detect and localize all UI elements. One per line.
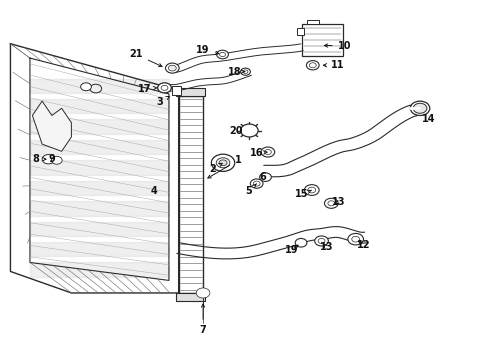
Text: 3: 3 xyxy=(156,96,169,107)
Bar xyxy=(306,20,319,24)
Circle shape xyxy=(243,70,247,73)
Bar xyxy=(172,86,181,95)
Text: 19: 19 xyxy=(196,45,219,55)
Text: 8: 8 xyxy=(32,154,46,164)
Circle shape xyxy=(261,147,274,157)
Circle shape xyxy=(51,156,62,164)
Circle shape xyxy=(42,154,55,164)
Circle shape xyxy=(307,187,315,193)
Circle shape xyxy=(259,173,271,181)
Text: 10: 10 xyxy=(324,41,350,50)
Circle shape xyxy=(240,68,250,75)
Text: 18: 18 xyxy=(227,67,244,77)
Polygon shape xyxy=(32,101,71,151)
Circle shape xyxy=(200,291,205,295)
Circle shape xyxy=(219,160,226,166)
Bar xyxy=(176,293,205,301)
Circle shape xyxy=(81,83,91,91)
Text: 5: 5 xyxy=(244,184,256,197)
Text: 12: 12 xyxy=(357,240,370,250)
Circle shape xyxy=(347,233,363,245)
Circle shape xyxy=(318,238,325,243)
Circle shape xyxy=(216,50,228,59)
Text: 21: 21 xyxy=(129,49,162,67)
Text: 4: 4 xyxy=(151,186,157,197)
Text: 14: 14 xyxy=(421,114,435,124)
Circle shape xyxy=(198,289,207,297)
Circle shape xyxy=(240,124,258,137)
Text: 16: 16 xyxy=(250,148,266,158)
Circle shape xyxy=(250,179,263,188)
Text: 1: 1 xyxy=(207,155,241,178)
Text: 7: 7 xyxy=(199,304,206,335)
Text: 19: 19 xyxy=(285,245,298,255)
Circle shape xyxy=(161,85,167,90)
Polygon shape xyxy=(178,96,203,293)
Text: 15: 15 xyxy=(295,189,311,199)
Circle shape xyxy=(165,63,179,73)
Circle shape xyxy=(211,154,234,171)
Text: 9: 9 xyxy=(48,154,55,164)
Circle shape xyxy=(409,101,429,116)
Text: 20: 20 xyxy=(228,126,242,135)
Circle shape xyxy=(253,181,260,186)
Circle shape xyxy=(412,103,426,113)
Circle shape xyxy=(90,84,102,93)
Text: 13: 13 xyxy=(319,242,332,252)
Circle shape xyxy=(196,288,209,298)
Text: 6: 6 xyxy=(259,172,265,182)
Text: 2: 2 xyxy=(209,163,222,174)
Circle shape xyxy=(304,185,319,195)
Bar xyxy=(302,24,343,56)
Circle shape xyxy=(314,236,328,246)
Bar xyxy=(176,88,205,96)
Text: 17: 17 xyxy=(138,84,157,94)
Circle shape xyxy=(219,52,225,57)
Circle shape xyxy=(351,236,359,242)
Circle shape xyxy=(324,198,337,208)
Circle shape xyxy=(306,60,319,70)
Circle shape xyxy=(327,201,334,206)
Circle shape xyxy=(264,149,271,154)
Circle shape xyxy=(295,238,306,247)
Circle shape xyxy=(309,63,316,68)
Text: 13: 13 xyxy=(331,197,345,207)
Circle shape xyxy=(158,83,171,93)
Text: 11: 11 xyxy=(323,60,344,70)
Circle shape xyxy=(216,158,229,168)
Bar xyxy=(297,28,304,35)
Circle shape xyxy=(168,65,176,71)
